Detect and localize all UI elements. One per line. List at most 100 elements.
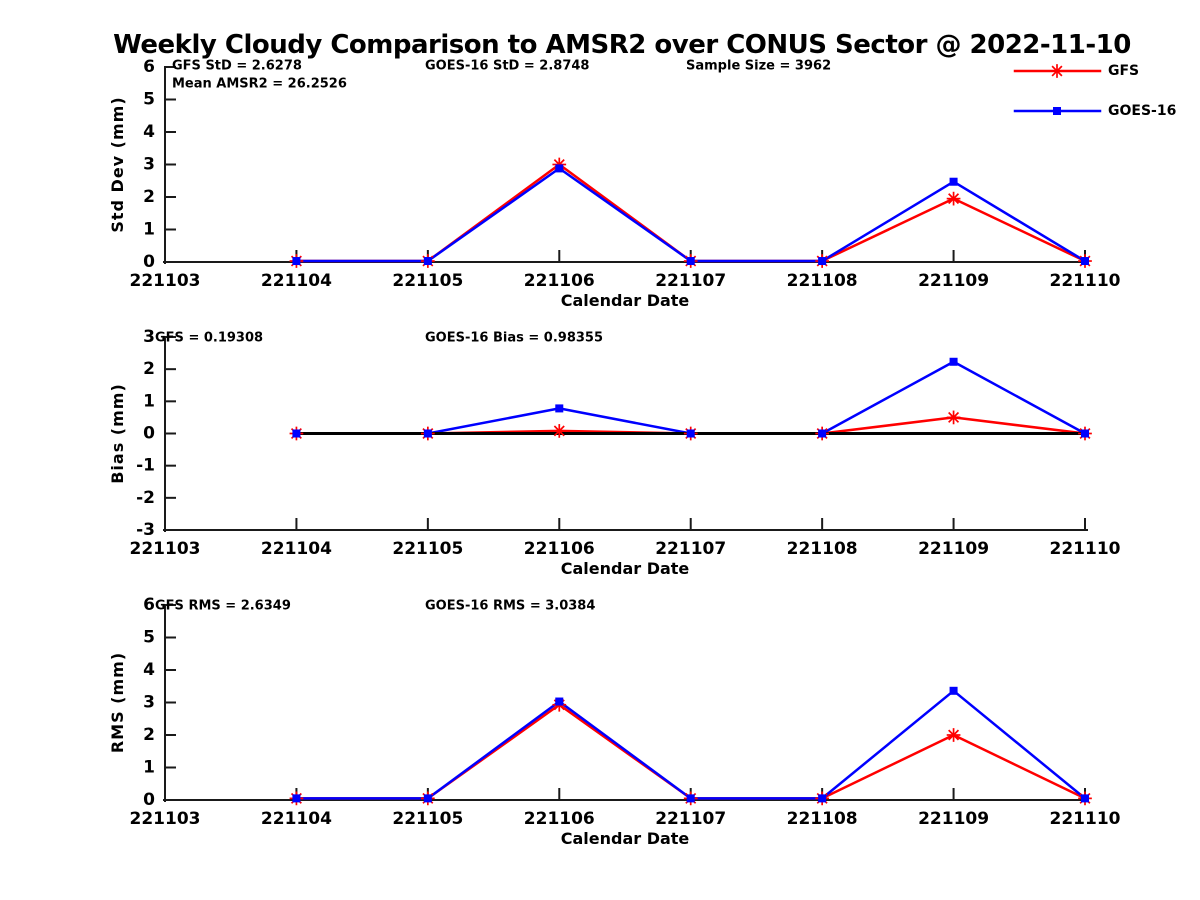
legend-label: GFS (1108, 63, 1139, 79)
x-axis-label: Calendar Date (561, 559, 690, 578)
series-line-gfs (296, 163, 1086, 263)
goes16-square-marker (292, 794, 301, 803)
x-tick-label: 221105 (392, 809, 463, 829)
y-tick-label: 3 (143, 693, 155, 713)
y-tick-label: -1 (136, 456, 155, 476)
annotation: Sample Size = 3962 (686, 59, 831, 74)
x-tick-label: 221108 (787, 809, 858, 829)
goes16-square-marker (1081, 429, 1089, 438)
y-tick-label: 0 (143, 424, 155, 444)
x-tick-label: 221107 (655, 809, 726, 829)
x-tick-label: 221103 (130, 809, 201, 829)
x-tick-label: 221104 (261, 539, 332, 559)
y-tick-label: 3 (143, 327, 155, 347)
y-tick-label: 1 (143, 220, 155, 240)
x-tick-label: 221107 (655, 539, 726, 559)
goes16-square-marker (818, 429, 827, 438)
gfs-asterisk-marker (946, 191, 961, 206)
y-axis-label: Std Dev (mm) (108, 96, 127, 232)
x-tick-label: 221103 (130, 539, 201, 559)
x-tick-label: 221107 (655, 271, 726, 291)
y-tick-label: 1 (143, 391, 155, 411)
subplot-stddev: 0 1 2 3 4 5 6 221103 221104 221105 221106 221107 221… (108, 57, 1121, 310)
goes16-square-marker (1081, 794, 1089, 803)
goes16-square-marker (949, 177, 958, 186)
series-line-goes-16 (296, 689, 1086, 800)
annotation: GOES-16 Bias = 0.98355 (425, 331, 603, 346)
goes16-square-marker (686, 429, 695, 438)
annotation: Mean AMSR2 = 26.2526 (172, 77, 347, 92)
y-tick-label: 4 (143, 660, 155, 680)
x-tick-label: 221109 (918, 271, 989, 291)
x-tick-label: 221110 (1050, 809, 1121, 829)
goes16-square-marker (423, 257, 432, 266)
y-axis-label: Bias (mm) (108, 383, 127, 484)
gfs-asterisk-marker (552, 424, 567, 438)
y-tick-label: 2 (143, 187, 155, 207)
goes16-square-marker (949, 357, 958, 366)
x-tick-label: 221106 (524, 271, 595, 291)
x-tick-label: 221104 (261, 809, 332, 829)
gfs-asterisk-marker (946, 728, 961, 742)
annotation: GOES-16 RMS = 3.0384 (425, 599, 595, 614)
y-tick-label: 1 (143, 758, 155, 778)
x-tick-label: 221110 (1050, 539, 1121, 559)
goes16-square-marker (555, 164, 564, 173)
x-axis-label: Calendar Date (561, 291, 690, 310)
goes16-square-marker (818, 794, 827, 803)
goes16-square-marker (423, 429, 432, 438)
subplot-rms: 0 1 2 3 4 5 6 221103 221104 221105 221106 221107 221… (108, 595, 1121, 848)
x-tick-label: 221103 (130, 271, 201, 291)
x-tick-label: 221106 (524, 539, 595, 559)
goes16-square-marker (423, 794, 432, 803)
y-tick-label: 6 (143, 595, 155, 615)
legend-item-gfs: GFS (1013, 63, 1139, 79)
y-tick-label: 5 (143, 628, 155, 648)
y-tick-label: 6 (143, 57, 155, 77)
legend-item-goes-16: GOES-16 (1013, 103, 1176, 119)
x-tick-label: 221106 (524, 809, 595, 829)
y-axis-label: RMS (mm) (108, 652, 127, 753)
goes16-square-marker (686, 794, 695, 803)
x-tick-label: 221108 (787, 271, 858, 291)
x-tick-label: 221109 (918, 539, 989, 559)
goes16-square-marker (555, 404, 564, 413)
y-tick-label: 3 (143, 155, 155, 175)
legend-label: GOES-16 (1108, 103, 1176, 119)
x-tick-label: 221104 (261, 271, 332, 291)
goes16-square-marker (1053, 107, 1061, 115)
y-tick-label: -3 (136, 520, 155, 540)
gfs-asterisk-marker (1050, 64, 1064, 78)
x-tick-label: 221105 (392, 271, 463, 291)
x-tick-label: 221109 (918, 809, 989, 829)
figure-title: Weekly Cloudy Comparison to AMSR2 over C… (113, 30, 1131, 60)
y-tick-label: -2 (136, 488, 155, 508)
y-tick-label: 0 (143, 790, 155, 810)
y-tick-label: 0 (143, 252, 155, 272)
y-tick-label: 2 (143, 725, 155, 745)
annotation: GFS RMS = 2.6349 (155, 599, 291, 614)
annotation: GFS StD = 2.6278 (172, 59, 302, 74)
x-tick-label: 221105 (392, 539, 463, 559)
goes16-square-marker (292, 429, 301, 438)
x-axis-label: Calendar Date (561, 829, 690, 848)
subplot-bias: -3 -2 -1 0 1 2 3 221103 221104 221105 221106 221107… (108, 327, 1121, 578)
gfs-asterisk-marker (946, 410, 961, 425)
annotation: GFS = 0.19308 (155, 331, 263, 346)
y-tick-label: 2 (143, 359, 155, 379)
series-line-goes-16 (296, 360, 1086, 435)
series-line-goes-16 (296, 167, 1086, 263)
goes16-square-marker (818, 257, 827, 266)
x-tick-label: 221110 (1050, 271, 1121, 291)
goes16-square-marker (292, 257, 301, 266)
y-tick-label: 5 (143, 90, 155, 110)
legend: GFS GOES-16 (1013, 63, 1176, 119)
goes16-square-marker (686, 257, 695, 266)
x-tick-label: 221108 (787, 539, 858, 559)
annotation: GOES-16 StD = 2.8748 (425, 59, 589, 74)
y-tick-label: 4 (143, 122, 155, 142)
goes16-square-marker (555, 697, 564, 706)
series-line-gfs (296, 703, 1086, 800)
